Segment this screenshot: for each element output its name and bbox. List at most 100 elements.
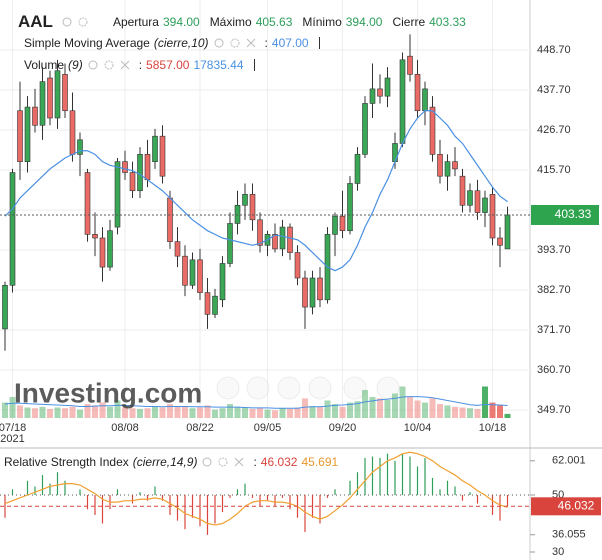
zoom-controls[interactable] <box>216 376 400 400</box>
eye-icon[interactable] <box>62 17 72 27</box>
volume-bar <box>174 406 181 418</box>
candle-body <box>459 175 466 206</box>
candle-body <box>227 223 233 264</box>
field-label: Máximo <box>209 15 252 29</box>
volume-bar <box>219 408 226 418</box>
gear-icon[interactable] <box>218 457 228 467</box>
volume-bar <box>287 408 293 418</box>
eye-icon[interactable] <box>202 457 212 467</box>
candle-body <box>339 215 346 232</box>
candle-body <box>32 106 38 126</box>
volume-bar <box>144 408 151 418</box>
close-icon[interactable] <box>246 38 255 48</box>
volume-bar <box>249 408 256 418</box>
close-icon[interactable] <box>235 457 244 467</box>
volume-bar <box>377 398 383 418</box>
y-tick-label: 349.70 <box>537 404 571 416</box>
rsi-value-label: 46.032 <box>558 498 595 512</box>
field-value: 394.00 <box>345 15 383 29</box>
y-tick-label: 360.70 <box>537 364 571 376</box>
candle-body <box>309 277 316 308</box>
rsi-signal-line <box>4 451 508 526</box>
volume-bar <box>92 405 98 418</box>
candle-body <box>69 110 76 155</box>
y-tick-label: 393.70 <box>537 244 571 256</box>
sma-legend: Simple Moving Average (cierre,10) : 407.… <box>24 36 320 50</box>
rsi-params: (cierre,14,9) <box>132 455 198 469</box>
candle-body <box>182 255 188 286</box>
close-icon[interactable] <box>120 60 130 70</box>
volume-bar <box>189 408 196 418</box>
gear-icon[interactable] <box>230 38 240 48</box>
volume-bar <box>24 407 31 418</box>
volume-bar <box>474 408 481 418</box>
volume-name: Volume <box>24 58 65 72</box>
y-tick-label: 426.70 <box>537 124 571 136</box>
volume-legend: Volume (9) : 5857.00 17835.44 <box>24 58 255 72</box>
candle-body <box>249 194 256 221</box>
zoom-button[interactable] <box>246 376 270 400</box>
candle-body <box>144 154 151 181</box>
eye-icon[interactable] <box>214 38 224 48</box>
eye-icon[interactable] <box>88 60 98 70</box>
volume-bar <box>32 408 38 418</box>
candle-body <box>407 55 413 75</box>
volume-bar <box>452 406 458 418</box>
candle-body <box>362 103 368 155</box>
volume-bar <box>84 404 91 418</box>
gear-icon[interactable] <box>104 60 114 70</box>
volume-bar <box>294 407 301 418</box>
gear-icon[interactable] <box>78 17 88 27</box>
volume-bar <box>399 386 406 418</box>
candle-body <box>39 81 46 126</box>
volume-bar <box>77 409 83 418</box>
volume-bar <box>137 408 143 418</box>
zoom-button[interactable] <box>277 376 301 400</box>
zoom-button[interactable] <box>308 376 332 400</box>
sma-params: (cierre,10) <box>153 36 209 50</box>
volume-bar <box>414 400 421 418</box>
candle-body <box>212 295 218 315</box>
field-value: 403.33 <box>429 15 466 29</box>
candle-body <box>99 237 106 268</box>
candle-body <box>444 161 451 177</box>
volume-bar <box>264 409 271 418</box>
volume-bar <box>504 413 511 418</box>
zoom-button[interactable] <box>343 376 367 400</box>
volume-bar <box>422 402 428 418</box>
candle-body <box>467 190 473 206</box>
icons[interactable] <box>201 456 249 468</box>
volume-bar <box>212 409 218 418</box>
y-tick-label: 382.70 <box>537 284 571 296</box>
volume-bar <box>429 398 436 418</box>
volume-bar <box>47 408 53 418</box>
candle-body <box>122 161 128 173</box>
volume-bar <box>467 408 473 418</box>
candle-body <box>189 259 196 286</box>
cursor <box>318 37 320 49</box>
volume-bar <box>122 407 128 418</box>
icons[interactable] <box>87 59 135 71</box>
cursor <box>253 59 255 71</box>
candle-body <box>137 154 143 192</box>
icons[interactable] <box>61 16 109 28</box>
volume-bar <box>317 406 323 418</box>
y-tick-label: 36.055 <box>552 529 586 541</box>
candle-body <box>92 234 98 239</box>
symbol: AAL <box>18 12 53 31</box>
rsi-value-box <box>531 497 601 516</box>
candle-body <box>287 226 293 253</box>
candle-body <box>219 263 226 301</box>
volume-bar <box>369 397 376 418</box>
candle-body <box>437 154 443 177</box>
volume-ma-line <box>4 396 508 409</box>
candle-body <box>414 74 421 112</box>
y-tick-label: 415.70 <box>537 164 571 176</box>
zoom-button[interactable] <box>216 376 240 400</box>
volume-bar <box>129 408 136 418</box>
icons[interactable] <box>213 37 261 49</box>
volume-bar <box>324 400 331 418</box>
last-price-label: 403.33 <box>555 207 592 221</box>
